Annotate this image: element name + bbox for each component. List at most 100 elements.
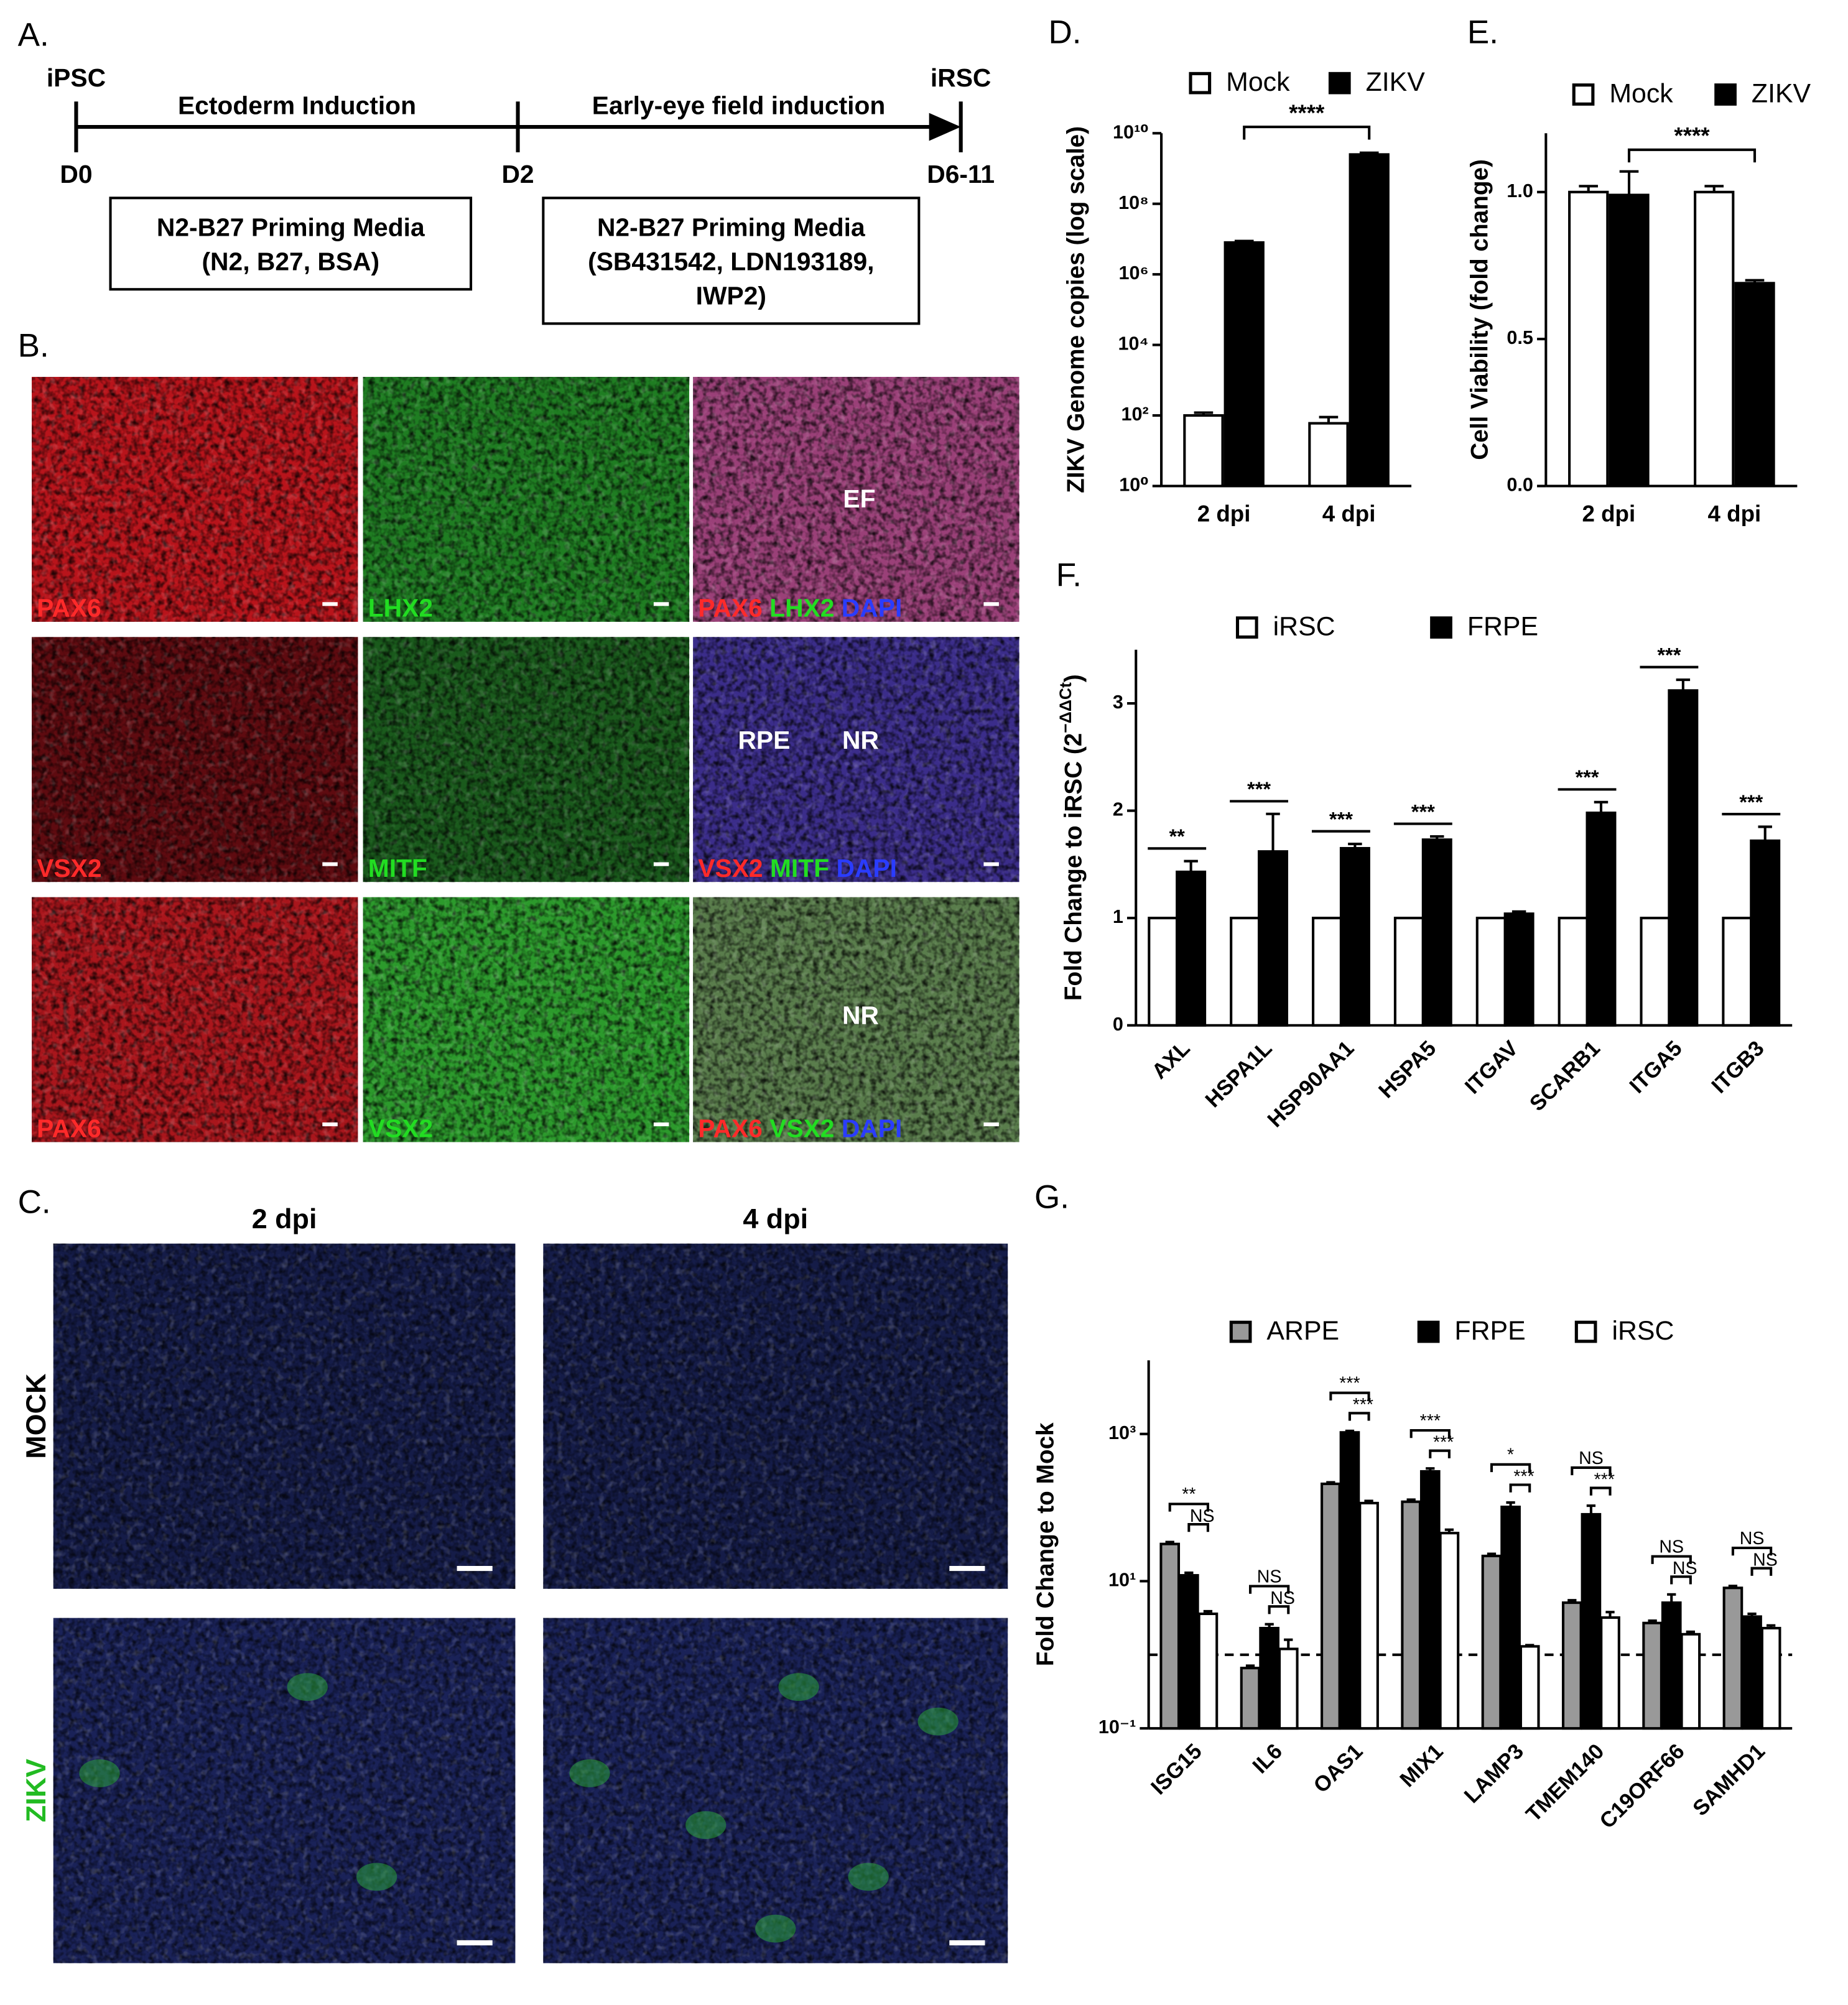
- x-tick-label: LAMP3: [1460, 1739, 1528, 1808]
- x-tick-label: ITGA5: [1625, 1037, 1687, 1098]
- y-axis-label-text: ZIKV Genome copies (log scale): [1063, 126, 1090, 493]
- bar: [1393, 917, 1424, 1027]
- legend-swatch: [1572, 83, 1595, 106]
- x-tick-label: C19ORF66: [1595, 1739, 1689, 1833]
- bar: [1148, 917, 1179, 1027]
- channel-label: LHX2: [769, 594, 834, 623]
- x-tick-label: OAS1: [1309, 1739, 1368, 1798]
- legend-swatch: [1189, 72, 1212, 95]
- bar: [1760, 1626, 1781, 1730]
- significance-label: NS: [1190, 1506, 1215, 1526]
- legend-label: ZIKV: [1366, 67, 1426, 97]
- channel-label: VSX2: [368, 1114, 433, 1142]
- error-bar: [1326, 1481, 1335, 1484]
- significance-bracket: [1348, 1412, 1370, 1421]
- micrograph-texture: [32, 637, 358, 882]
- y-tick-label: 10⁶: [1119, 262, 1149, 284]
- bar: [1668, 689, 1699, 1027]
- y-axis-label: ZIKV Genome copies (log scale): [1063, 126, 1090, 493]
- channel-label: VSX2: [769, 1114, 834, 1142]
- error-bar: [1579, 185, 1599, 192]
- micrograph-texture: [363, 377, 690, 622]
- channel-label: PAX6: [37, 594, 101, 623]
- column-label: 2 dpi: [252, 1203, 317, 1234]
- significance-label: **: [1182, 1484, 1196, 1504]
- error-bar: [1203, 1609, 1213, 1614]
- bar: [1339, 846, 1370, 1027]
- legend-swatch: [1229, 1320, 1252, 1343]
- y-axis-label-text: Fold Change to Mock: [1033, 1422, 1059, 1666]
- significance-bracket: [1750, 1567, 1773, 1576]
- channel-label: PAX6: [698, 1114, 763, 1142]
- bar: [1159, 1542, 1181, 1730]
- micrograph-texture: [693, 377, 1019, 622]
- significance-label: ***: [1329, 808, 1353, 831]
- legend-swatch: [1235, 616, 1258, 639]
- y-tick-label: 10⁴: [1118, 333, 1148, 354]
- bar: [1722, 917, 1753, 1027]
- error-bar: [1728, 1585, 1738, 1588]
- error-bar: [1266, 812, 1280, 852]
- error-bar: [1364, 1499, 1373, 1503]
- error-bar: [1667, 1593, 1676, 1603]
- bar: [1183, 414, 1224, 488]
- significance-label: ***: [1339, 1374, 1360, 1394]
- micrograph-texture: [543, 1243, 1008, 1589]
- row-label: MOCK: [20, 1374, 52, 1459]
- error-bar: [1676, 678, 1691, 691]
- x-tick-label: 2 dpi: [1582, 501, 1636, 527]
- panel-label: C.: [18, 1184, 51, 1221]
- x-tick-label: AXL: [1148, 1037, 1195, 1084]
- error-bar: [1686, 1630, 1695, 1634]
- significance-label: NS: [1740, 1529, 1765, 1549]
- merge-label: PAX6 VSX2 DAPI: [698, 1114, 902, 1142]
- significance-bracket: [1243, 126, 1371, 140]
- legend-swatch: [1574, 1320, 1597, 1343]
- channel-label: VSX2: [37, 854, 101, 882]
- bar: [1750, 839, 1781, 1027]
- column-label: 4 dpi: [743, 1203, 808, 1234]
- stage-label: iRSC: [931, 63, 991, 92]
- bar: [1179, 1574, 1199, 1730]
- significance-bracket: [1490, 1463, 1531, 1473]
- x-tick-label: ITGAV: [1460, 1037, 1523, 1099]
- significance-label: ***: [1411, 800, 1435, 823]
- x-tick-label: TMEM140: [1521, 1739, 1609, 1827]
- bar: [1197, 1612, 1219, 1730]
- bar: [1421, 838, 1452, 1027]
- y-tick-label: 10⁻¹: [1098, 1716, 1136, 1738]
- legend-label: ARPE: [1266, 1316, 1339, 1346]
- error-bar: [1359, 151, 1379, 155]
- significance-bracket: [1409, 1429, 1451, 1438]
- infected-cell: [287, 1673, 328, 1702]
- bar: [1503, 912, 1535, 1027]
- media-text: IWP2): [696, 282, 766, 310]
- legend-swatch: [1328, 72, 1351, 95]
- bar: [1278, 1647, 1299, 1730]
- error-bar: [1184, 859, 1198, 872]
- significance-bracket: [1187, 1522, 1209, 1532]
- bar: [1419, 1470, 1441, 1730]
- bar: [1558, 917, 1589, 1027]
- space: [834, 594, 841, 623]
- error-bar: [1265, 1623, 1274, 1629]
- x-tick-label: IL6: [1248, 1739, 1287, 1778]
- legend-swatch: [1714, 83, 1737, 106]
- media-box: [109, 197, 473, 291]
- bar: [1240, 1667, 1261, 1730]
- significance-bracket: [1731, 1546, 1773, 1556]
- error-bar: [1194, 411, 1214, 416]
- error-bar: [1745, 279, 1765, 284]
- stage-label: iPSC: [47, 63, 106, 92]
- x-tick-label: 4 dpi: [1708, 501, 1762, 527]
- day-label: D0: [60, 160, 92, 188]
- timeline-arrow: [929, 113, 961, 141]
- significance-bracket: [1248, 1585, 1290, 1594]
- channel-label: DAPI: [842, 594, 902, 623]
- x-tick-label: ITGB3: [1707, 1037, 1769, 1098]
- merge-label: PAX6 LHX2 DAPI: [698, 594, 902, 623]
- bar: [1694, 190, 1735, 488]
- error-bar: [1284, 1638, 1293, 1649]
- legend-label: iRSC: [1273, 611, 1335, 641]
- bar: [1661, 1601, 1682, 1730]
